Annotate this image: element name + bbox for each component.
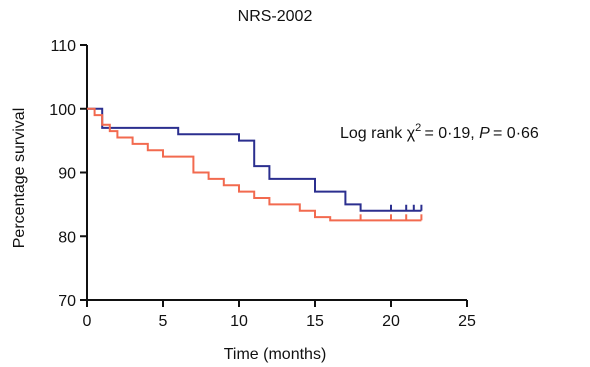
annotation-middle: = 0·19, <box>421 125 479 142</box>
x-tick-label-2: 10 <box>230 313 248 330</box>
chart-title: NRS-2002 <box>238 8 313 25</box>
y-axis-title: Percentage survival <box>11 108 28 249</box>
annotation-prefix: Log rank χ <box>340 125 416 142</box>
series-layer <box>87 107 423 222</box>
x-axis-title: Time (months) <box>224 346 327 363</box>
axes: 70 80 90 100 110 0 5 10 15 20 25 <box>49 38 476 330</box>
y-tick-label-1: 80 <box>58 229 76 246</box>
log-rank-annotation: Log rank χ2 = 0·19, P = 0·66 <box>340 122 539 142</box>
series-0-line <box>87 107 422 212</box>
annotation-p-symbol: P <box>479 125 490 142</box>
y-tick-label-2: 90 <box>58 166 76 183</box>
x-tick-label-0: 0 <box>83 313 92 330</box>
x-tick-label-4: 20 <box>382 313 400 330</box>
annotation-suffix: = 0·66 <box>490 125 539 142</box>
y-tick-label-3: 100 <box>49 102 76 119</box>
x-tick-label-5: 25 <box>458 313 476 330</box>
y-tick-label-4: 110 <box>50 38 76 55</box>
x-tick-label-1: 5 <box>159 313 168 330</box>
series-1-line <box>87 107 422 222</box>
x-tick-label-3: 15 <box>306 313 324 330</box>
y-tick-label-0: 70 <box>58 293 76 310</box>
annotation-superscript: 2 <box>415 122 421 134</box>
